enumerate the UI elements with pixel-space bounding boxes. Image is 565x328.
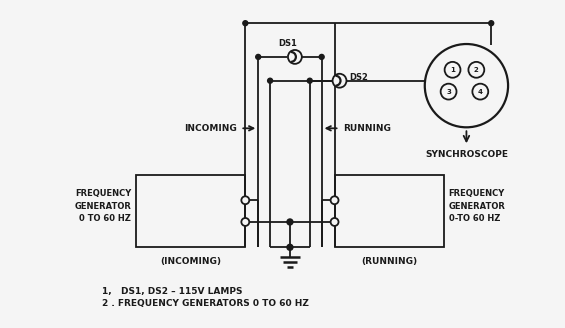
Bar	[136, 175, 245, 247]
Text: RUNNING: RUNNING	[344, 124, 392, 133]
Text: 2 . FREQUENCY GENERATORS 0 TO 60 HZ: 2 . FREQUENCY GENERATORS 0 TO 60 HZ	[102, 299, 308, 308]
Text: 3: 3	[446, 89, 451, 94]
Text: SYNCHROSCOPE: SYNCHROSCOPE	[425, 150, 508, 159]
Circle shape	[287, 219, 293, 225]
Circle shape	[331, 196, 338, 204]
Text: FREQUENCY
GENERATOR
0 TO 60 HZ: FREQUENCY GENERATOR 0 TO 60 HZ	[75, 189, 131, 223]
Circle shape	[243, 21, 248, 26]
Text: INCOMING: INCOMING	[184, 124, 236, 133]
Text: FREQUENCY
GENERATOR
0-TO 60 HZ: FREQUENCY GENERATOR 0-TO 60 HZ	[449, 189, 506, 223]
Text: DS1: DS1	[278, 39, 297, 48]
Circle shape	[288, 50, 302, 64]
Text: 4: 4	[478, 89, 483, 94]
Circle shape	[331, 218, 338, 226]
Bar	[334, 175, 444, 247]
Circle shape	[319, 54, 324, 59]
Text: 1,   DS1, DS2 – 115V LAMPS: 1, DS1, DS2 – 115V LAMPS	[102, 287, 242, 296]
Text: 1: 1	[450, 67, 455, 73]
Circle shape	[445, 62, 460, 78]
Circle shape	[256, 54, 260, 59]
Circle shape	[468, 62, 484, 78]
Circle shape	[307, 78, 312, 83]
Text: 2: 2	[474, 67, 479, 73]
Circle shape	[287, 244, 293, 250]
Circle shape	[333, 74, 346, 88]
Circle shape	[441, 84, 457, 100]
Circle shape	[425, 44, 508, 127]
Circle shape	[268, 78, 272, 83]
Circle shape	[489, 21, 494, 26]
Text: (INCOMING): (INCOMING)	[160, 257, 221, 266]
Text: DS2: DS2	[349, 73, 368, 82]
Circle shape	[472, 84, 488, 100]
Circle shape	[241, 196, 249, 204]
Text: (RUNNING): (RUNNING)	[361, 257, 417, 266]
Circle shape	[241, 218, 249, 226]
